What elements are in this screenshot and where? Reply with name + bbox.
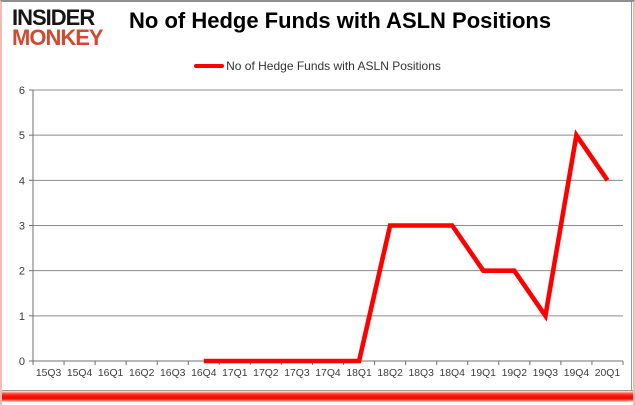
x-tick-label: 18Q4 [439,368,465,379]
insider-monkey-logo: INSIDER MONKEY [12,5,104,51]
x-tick-label: 16Q3 [160,368,186,379]
x-tick-label: 18Q2 [377,368,403,379]
y-tick-label: 3 [19,221,25,233]
y-tick-label: 4 [19,175,25,187]
legend-line-swatch [194,64,225,68]
x-tick-label: 17Q4 [315,368,341,379]
x-tick-label: 17Q2 [253,368,279,379]
x-tick-label: 17Q1 [222,368,248,379]
x-tick-label: 15Q4 [67,368,93,379]
x-tick-label: 19Q2 [502,368,528,379]
data-line [203,129,610,364]
x-tick-label: 20Q1 [595,368,621,379]
x-tick-label: 19Q4 [564,368,590,379]
y-tick-label: 1 [19,311,25,323]
x-tick-label: 16Q2 [129,368,155,379]
legend: No of Hedge Funds with ASLN Positions [2,59,633,73]
logo-text-monkey: MONKEY [12,25,104,51]
frame-right-line [631,2,632,390]
x-tick-label: 18Q3 [408,368,434,379]
chart-title: No of Hedge Funds with ASLN Positions [129,8,552,33]
frame-bottom-line [2,390,633,391]
x-tick-label: 18Q1 [346,368,372,379]
bottom-red-bar [2,391,633,402]
y-tick-label: 2 [19,266,25,278]
x-tick-label: 19Q1 [471,368,497,379]
x-tick-label: 16Q4 [191,368,217,379]
y-tick-label: 0 [19,356,25,368]
logo-text-insider: INSIDER [12,5,95,30]
y-tick-label: 6 [19,85,25,97]
y-tick-label: 5 [19,130,25,142]
x-tick-label: 17Q3 [284,368,310,379]
x-tick-label: 16Q1 [98,368,124,379]
legend-label: No of Hedge Funds with ASLN Positions [226,59,441,73]
x-tick-label: 15Q3 [36,368,62,379]
x-tick-label: 19Q3 [533,368,559,379]
